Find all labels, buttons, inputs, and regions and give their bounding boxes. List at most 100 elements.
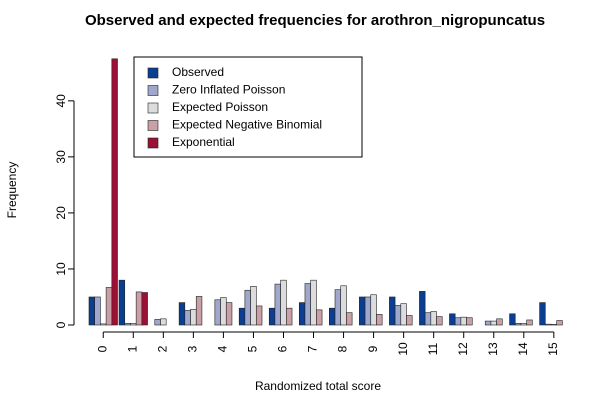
y-tick-label-10: 10 [54, 262, 68, 276]
bar-2-expected-poisson [160, 318, 167, 326]
bar-5-observed [238, 307, 246, 326]
bar-8-zero-inflated-poisson [334, 289, 342, 326]
bar-8-observed [329, 307, 336, 326]
bar-8-expected-poisson [340, 285, 347, 326]
bar-5-expected-negative-binomial [255, 305, 263, 326]
bar-4-zero-inflated-poisson [214, 299, 221, 326]
y-tick-label-20: 20 [54, 206, 68, 220]
bar-9-observed [359, 296, 366, 326]
bar-0-observed [88, 296, 95, 326]
bar-12-expected-poisson [460, 316, 467, 326]
bar-0-exponential [111, 58, 118, 326]
bar-9-expected-negative-binomial [376, 314, 383, 326]
x-tick-label-4: 4 [216, 345, 230, 352]
bar-1-exponential [141, 292, 148, 326]
y-tick-label-0: 0 [54, 321, 68, 328]
bar-12-zero-inflated-poisson [454, 317, 462, 326]
bar-10-expected-negative-binomial [406, 315, 413, 326]
bars-layer [88, 58, 563, 326]
x-tick-label-14: 14 [516, 342, 530, 356]
bar-10-zero-inflated-poisson [394, 305, 402, 326]
bar-7-zero-inflated-poisson [304, 283, 311, 326]
legend-swatch-observed [147, 67, 159, 79]
x-tick-label-12: 12 [456, 342, 470, 356]
bar-10-expected-poisson [400, 303, 407, 326]
x-tick-label-13: 13 [486, 342, 500, 356]
x-tick-label-1: 1 [125, 345, 139, 352]
bar-7-observed [298, 302, 306, 326]
bar-5-zero-inflated-poisson [244, 289, 251, 326]
bar-1-zero-inflated-poisson [124, 323, 131, 326]
bar-3-expected-poisson [190, 309, 197, 326]
bar-15-expected-negative-binomial [556, 320, 563, 326]
x-tick-label-6: 6 [276, 345, 290, 352]
bar-7-expected-poisson [310, 279, 317, 326]
y-tick-label-40: 40 [54, 94, 68, 108]
legend-swatch-expected-negative-binomial [147, 120, 159, 131]
bar-14-zero-inflated-poisson [514, 323, 522, 326]
bar-0-expected-poisson [100, 323, 107, 326]
y-axis-label: Frequency [5, 162, 19, 219]
legend-label-expected-negative-binomial: Expected Negative Binomial [172, 118, 322, 132]
legend: Observed Zero Inflated Poisson Expected Po… [133, 56, 363, 158]
bar-6-expected-negative-binomial [286, 307, 293, 326]
legend-items: Observed Zero Inflated Poisson Expected Po… [147, 65, 322, 149]
y-tick-label-30: 30 [54, 150, 68, 164]
bar-15-expected-poisson [550, 324, 557, 326]
x-tick-label-3: 3 [186, 345, 200, 352]
x-tick-label-8: 8 [336, 345, 350, 352]
bar-12-observed [449, 313, 456, 326]
legend-box [133, 56, 363, 158]
chart-title: Observed and expected frequencies for ar… [85, 12, 545, 29]
bar-5-expected-poisson [250, 286, 257, 326]
x-tick-label-0: 0 [95, 345, 109, 352]
bar-1-expected-poisson [130, 323, 137, 326]
bar-14-expected-poisson [520, 323, 527, 326]
x-axis-label: Randomized total score [255, 379, 381, 393]
x-axis: 0 1 2 3 4 5 6 7 8 9 10 11 12 13 14 15 [95, 331, 560, 356]
bar-1-expected-negative-binomial [135, 291, 143, 326]
bar-3-expected-negative-binomial [195, 296, 203, 326]
y-axis: 0 10 20 30 40 [54, 94, 75, 328]
x-tick-label-2: 2 [155, 345, 169, 352]
bar-3-zero-inflated-poisson [184, 310, 191, 326]
bar-11-expected-negative-binomial [436, 316, 443, 326]
bar-11-observed [419, 291, 426, 326]
bar-13-zero-inflated-poisson [484, 320, 492, 326]
bar-13-expected-negative-binomial [496, 318, 503, 326]
bar-6-zero-inflated-poisson [274, 283, 281, 326]
bar-15-observed [539, 302, 546, 326]
bar-3-observed [178, 302, 186, 326]
bar-14-expected-negative-binomial [526, 319, 533, 326]
legend-label-observed: Observed [172, 65, 224, 79]
bar-15-zero-inflated-poisson [544, 323, 552, 326]
x-tick-label-9: 9 [366, 345, 380, 352]
bar-0-expected-negative-binomial [105, 287, 113, 326]
bar-9-expected-poisson [370, 294, 377, 326]
x-tick-label-10: 10 [396, 342, 410, 356]
bar-12-expected-negative-binomial [466, 317, 473, 326]
x-tick-label-7: 7 [306, 345, 320, 352]
x-tick-label-15: 15 [546, 342, 560, 356]
bar-7-expected-negative-binomial [316, 309, 323, 326]
bar-9-zero-inflated-poisson [364, 296, 372, 326]
bar-11-zero-inflated-poisson [424, 312, 432, 326]
x-tick-label-5: 5 [246, 345, 260, 352]
bar-1-observed [118, 279, 126, 326]
bar-4-expected-negative-binomial [225, 302, 233, 326]
legend-swatch-exponential [147, 137, 159, 149]
legend-label-zero-inflated-poisson: Zero Inflated Poisson [172, 83, 285, 97]
legend-swatch-expected-poisson [147, 102, 159, 114]
legend-label-expected-poisson: Expected Poisson [172, 100, 268, 114]
bar-8-expected-negative-binomial [346, 312, 353, 326]
bar-6-expected-poisson [280, 279, 287, 326]
bar-2-zero-inflated-poisson [154, 319, 161, 326]
legend-swatch-zero-inflated-poisson [147, 85, 159, 96]
x-tick-label-11: 11 [426, 342, 440, 355]
bar-10-observed [389, 296, 396, 326]
bar-6-observed [268, 307, 276, 326]
bar-11-expected-poisson [430, 311, 437, 326]
bar-4-expected-poisson [220, 297, 227, 326]
bar-13-expected-poisson [490, 320, 497, 326]
